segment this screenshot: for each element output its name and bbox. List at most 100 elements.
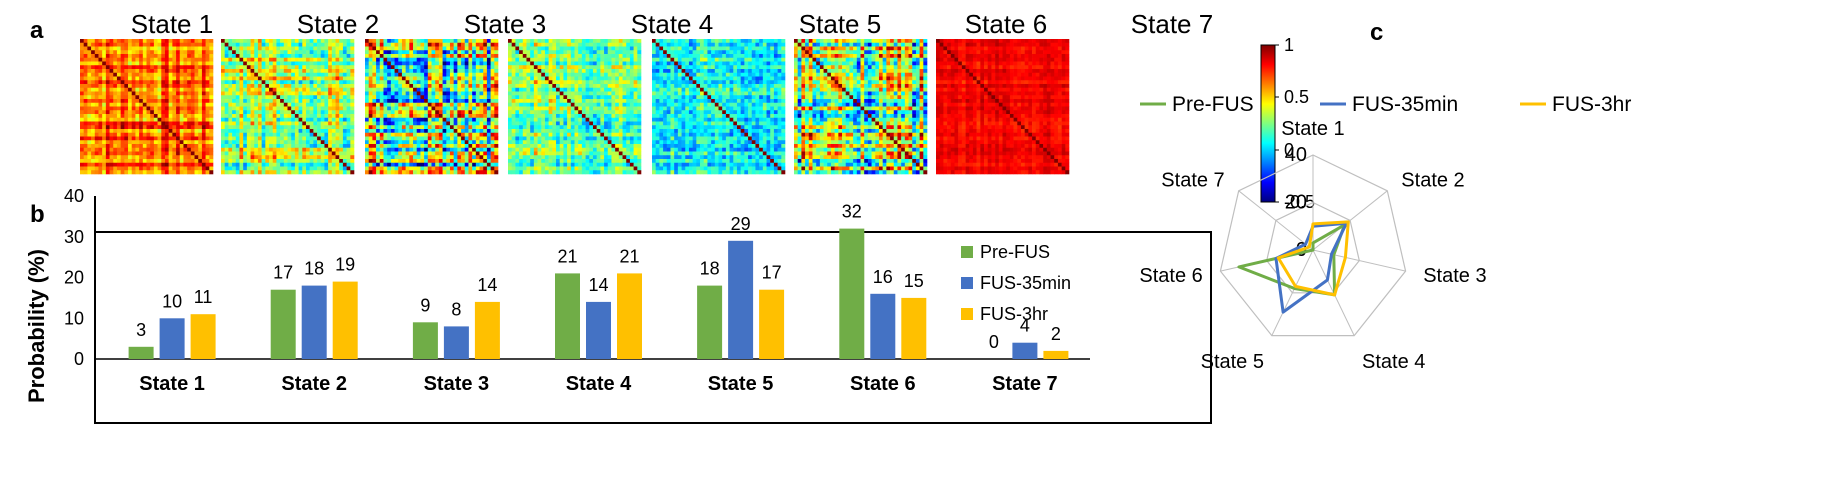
data-label: 21 [619,246,639,266]
bar-pre-fus [270,289,296,359]
y-tick-label: 10 [64,308,84,328]
data-label: 18 [700,259,720,279]
radar-spoke [1238,190,1314,251]
bar-fus-3hr [1043,350,1069,359]
radar-axis-label: State 3 [1423,265,1486,287]
legend-swatch [961,308,973,320]
y-axis-label: Probability (%) [24,249,49,403]
legend-label: Pre-FUS [980,242,1050,262]
data-label: 0 [989,332,999,352]
bar-fus-35min [728,240,754,359]
data-label: 32 [842,202,862,222]
colorbar-gradient [1260,44,1276,203]
heatmap-title-6: State 6 [965,9,1047,39]
data-label: 17 [762,263,782,283]
data-label: 14 [588,275,608,295]
bar-fus-3hr [901,297,927,359]
data-label: 21 [557,246,577,266]
bar-fus-35min [443,326,469,359]
colorbar-tick-label: 1 [1284,35,1294,55]
data-label: 17 [273,263,293,283]
bar-fus-35min [1012,342,1038,359]
category-label: State 3 [424,373,490,395]
radar-ring-label: 20 [1285,192,1307,214]
data-label: 29 [731,214,751,234]
panel-label-b: b [30,201,45,228]
bar-pre-fus [697,285,723,359]
radar-ring-label: 40 [1285,144,1307,166]
category-label: State 7 [992,373,1058,395]
category-label: State 2 [281,373,347,395]
heatmap-title-7: State 7 [1131,9,1213,39]
bar-fus-35min [301,285,327,359]
bar-fus-3hr [474,301,500,359]
category-label: State 5 [708,373,774,395]
heatmap-state-1 [80,39,214,175]
category-label: State 1 [139,373,205,395]
data-label: 11 [194,287,213,307]
radar-legend-label: FUS-3hr [1552,93,1631,116]
bar-fus-3hr [617,273,642,359]
heatmap-title-1: State 1 [131,9,213,39]
category-label: State 4 [566,373,632,395]
data-label: 15 [904,271,924,291]
heatmap-title-4: State 4 [631,9,713,39]
radar-legend-label: FUS-35min [1352,93,1458,116]
legend-label: FUS-35min [980,273,1071,293]
bar-fus-35min [586,301,611,359]
data-label: 10 [162,291,182,311]
bar-fus-35min [870,293,896,359]
bar-fus-35min [159,318,185,360]
radar-legend-label: Pre-FUS [1172,93,1254,116]
panel-label-a: a [30,17,44,44]
bar-pre-fus [839,228,865,359]
data-label: 16 [873,267,893,287]
radar-series-fus-35min [1274,221,1348,314]
y-tick-label: 40 [64,186,84,206]
radar-series-fus-3hr [1276,220,1350,297]
radar-axis-label: State 7 [1161,170,1224,192]
colorbar-tick-label: 0.5 [1284,87,1309,107]
data-label: 8 [451,299,461,319]
bar-pre-fus [555,273,580,359]
heatmap-panel: State 1 State 2 State 3 State 4 State 5 … [80,9,1213,175]
heatmap-state-4 [508,39,642,175]
heatmap-state-7 [936,39,1070,175]
bar-fus-3hr [759,289,785,359]
radar-spoke [1271,249,1314,336]
data-label: 9 [420,295,430,315]
data-label: 3 [136,320,146,340]
radar-spoke [1312,249,1406,272]
legend-swatch [961,277,973,289]
data-label: 4 [1020,316,1030,336]
radar-series-pre-fus [1237,223,1347,297]
legend-label: FUS-3hr [980,304,1048,324]
heatmap-state-6 [794,39,928,175]
heatmap-title-5: State 5 [799,9,881,39]
panel-label-c: c [1370,19,1383,46]
radar-spoke [1312,190,1388,251]
radar-axis-label: State 5 [1201,351,1264,373]
radar-axis-label: State 1 [1281,118,1344,140]
data-label: 18 [304,259,324,279]
heatmap-state-2 [221,39,355,175]
y-tick-label: 30 [64,227,84,247]
colorbar-tick-label: 0 [1284,140,1294,160]
heatmap-state-5 [652,39,786,175]
bar-pre-fus [128,346,154,359]
data-label: 14 [477,275,497,295]
colorbar-tick-label: -0.5 [1284,192,1315,212]
y-tick-label: 20 [64,268,84,288]
bar-fus-3hr [332,281,358,359]
heatmap-state-3 [365,39,499,175]
category-label: State 6 [850,373,916,395]
data-label: 2 [1051,324,1061,344]
heatmap-title-2: State 2 [297,9,379,39]
bar-pre-fus [412,322,438,359]
radar-ring [1219,154,1407,337]
radar-axis-label: State 4 [1362,351,1425,373]
y-tick-label: 0 [74,349,84,369]
heatmap-title-3: State 3 [464,9,546,39]
